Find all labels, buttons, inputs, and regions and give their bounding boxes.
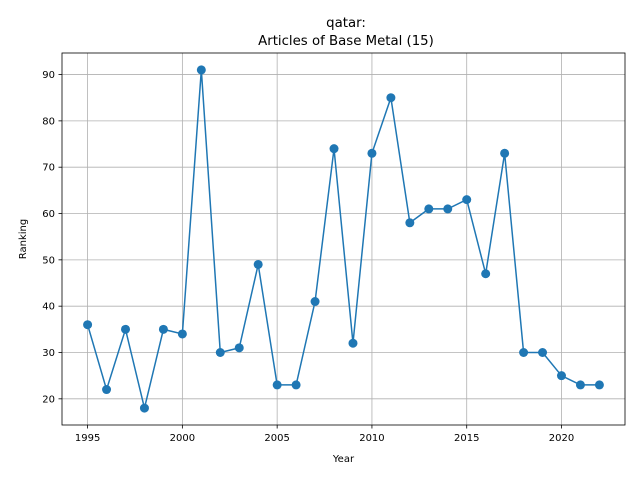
data-point xyxy=(367,148,377,158)
data-point xyxy=(329,144,339,154)
data-point xyxy=(594,380,604,390)
data-point xyxy=(538,347,548,357)
data-point xyxy=(158,324,168,334)
y-tick-label: 40 xyxy=(42,302,55,313)
data-point xyxy=(500,148,510,158)
y-tick-label: 20 xyxy=(42,394,55,405)
data-point xyxy=(139,403,149,413)
data-point xyxy=(386,93,396,103)
data-point xyxy=(443,204,453,214)
y-axis-label: Ranking xyxy=(18,219,29,259)
y-tick-label: 30 xyxy=(42,348,55,359)
data-point xyxy=(234,343,244,353)
y-tick-label: 70 xyxy=(42,163,55,174)
chart-title-line-2: Articles of Base Metal (15) xyxy=(258,34,434,49)
data-point xyxy=(177,329,187,339)
x-tick-label: 2010 xyxy=(359,433,384,444)
x-tick-label: 1995 xyxy=(75,433,100,444)
data-point xyxy=(519,347,529,357)
data-point xyxy=(215,347,225,357)
data-point xyxy=(291,380,301,390)
series-line xyxy=(86,69,600,409)
data-point xyxy=(272,380,282,390)
data-point xyxy=(462,195,472,205)
data-point xyxy=(348,338,358,348)
y-tick-label: 90 xyxy=(42,70,55,81)
x-tick-label: 2020 xyxy=(549,433,574,444)
data-point xyxy=(102,385,112,395)
y-tick-label: 80 xyxy=(42,116,55,127)
data-point xyxy=(556,371,566,381)
data-point xyxy=(405,218,415,228)
data-point xyxy=(310,297,320,307)
x-tick-label: 2005 xyxy=(264,433,289,444)
data-point xyxy=(83,320,93,330)
plot-frame xyxy=(61,52,626,426)
data-point xyxy=(575,380,585,390)
data-point xyxy=(121,324,131,334)
x-tick-label: 2000 xyxy=(170,433,195,444)
data-series xyxy=(83,65,604,413)
y-tick-label: 60 xyxy=(42,209,55,220)
y-tick-label: 50 xyxy=(42,255,55,266)
x-tick-label: 2015 xyxy=(454,433,479,444)
grid-lines xyxy=(62,53,625,425)
chart-title-line-1: qatar: xyxy=(326,16,366,31)
data-point xyxy=(253,259,263,269)
data-point xyxy=(196,65,206,75)
x-axis-label: Year xyxy=(332,454,355,465)
y-axis-ticks: 20 30 40 50 60 70 80 90 xyxy=(42,70,62,405)
data-point xyxy=(424,204,434,214)
data-point xyxy=(481,269,491,279)
x-axis-ticks: 1995 2000 2005 2010 2015 2020 xyxy=(75,425,574,444)
